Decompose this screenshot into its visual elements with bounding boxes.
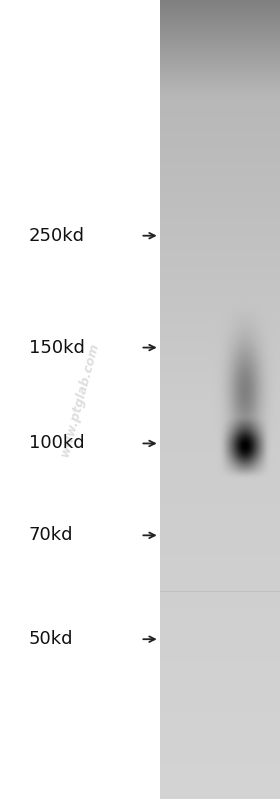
Text: 70kd: 70kd	[29, 527, 73, 544]
Text: 100kd: 100kd	[29, 435, 84, 452]
Text: 50kd: 50kd	[29, 630, 73, 648]
Text: 250kd: 250kd	[29, 227, 85, 244]
Text: 150kd: 150kd	[29, 339, 85, 356]
Text: www.ptglab.com: www.ptglab.com	[58, 341, 101, 458]
